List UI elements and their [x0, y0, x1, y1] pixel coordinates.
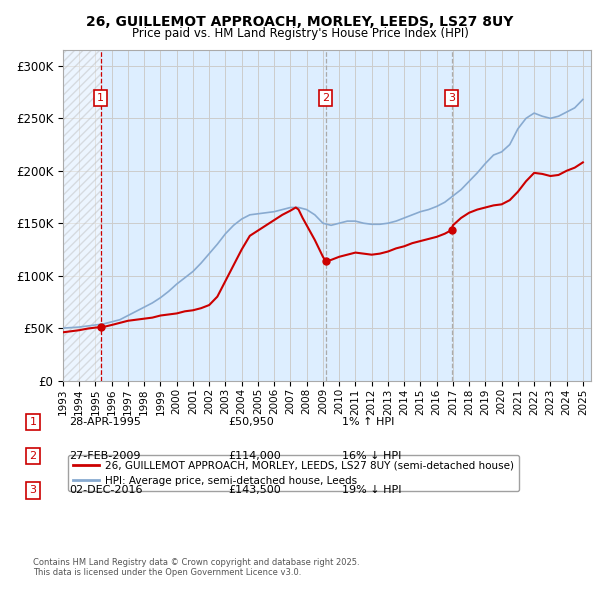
Text: 3: 3	[448, 93, 455, 103]
Legend: 26, GUILLEMOT APPROACH, MORLEY, LEEDS, LS27 8UY (semi-detached house), HPI: Aver: 26, GUILLEMOT APPROACH, MORLEY, LEEDS, L…	[68, 455, 519, 491]
Text: 2: 2	[29, 451, 37, 461]
Line: HPI: Average price, semi-detached house, Leeds: HPI: Average price, semi-detached house,…	[63, 100, 583, 328]
26, GUILLEMOT APPROACH, MORLEY, LEEDS, LS27 8UY (semi-detached house)	[59, 329, 67, 336]
Text: Contains HM Land Registry data © Crown copyright and database right 2025.
This d: Contains HM Land Registry data © Crown c…	[33, 558, 359, 577]
Text: £50,950: £50,950	[228, 417, 274, 427]
Text: 3: 3	[29, 486, 37, 495]
HPI: Average price, semi-detached house, Leeds: (2.01e+03, 1.63e+05): Average price, semi-detached house, Leed…	[279, 206, 286, 213]
Text: 1: 1	[29, 417, 37, 427]
26, GUILLEMOT APPROACH, MORLEY, LEEDS, LS27 8UY (semi-detached house)	[197, 304, 205, 312]
26, GUILLEMOT APPROACH, MORLEY, LEEDS, LS27 8UY (semi-detached house)	[490, 202, 497, 209]
Text: 27-FEB-2009: 27-FEB-2009	[69, 451, 140, 461]
HPI: Average price, semi-detached house, Leeds: (2.02e+03, 2.68e+05): Average price, semi-detached house, Leed…	[579, 96, 586, 103]
26, GUILLEMOT APPROACH, MORLEY, LEEDS, LS27 8UY (semi-detached house)	[335, 253, 343, 260]
Text: 19% ↓ HPI: 19% ↓ HPI	[342, 486, 401, 495]
Text: 02-DEC-2016: 02-DEC-2016	[69, 486, 143, 495]
26, GUILLEMOT APPROACH, MORLEY, LEEDS, LS27 8UY (semi-detached house)	[222, 277, 229, 284]
HPI: Average price, semi-detached house, Leeds: (2e+03, 9.8e+04): Average price, semi-detached house, Leed…	[181, 274, 188, 281]
Text: 28-APR-1995: 28-APR-1995	[69, 417, 141, 427]
HPI: Average price, semi-detached house, Leeds: (2.02e+03, 2.25e+05): Average price, semi-detached house, Leed…	[506, 141, 514, 148]
HPI: Average price, semi-detached house, Leeds: (2.02e+03, 2.56e+05): Average price, semi-detached house, Leed…	[563, 109, 570, 116]
HPI: Average price, semi-detached house, Leeds: (2e+03, 1.3e+05): Average price, semi-detached house, Leed…	[214, 241, 221, 248]
Text: £143,500: £143,500	[228, 486, 281, 495]
Text: Price paid vs. HM Land Registry's House Price Index (HPI): Price paid vs. HM Land Registry's House …	[131, 27, 469, 40]
Text: 1: 1	[97, 93, 104, 103]
Text: 26, GUILLEMOT APPROACH, MORLEY, LEEDS, LS27 8UY: 26, GUILLEMOT APPROACH, MORLEY, LEEDS, L…	[86, 15, 514, 29]
Text: 1% ↑ HPI: 1% ↑ HPI	[342, 417, 394, 427]
HPI: Average price, semi-detached house, Leeds: (1.99e+03, 5e+04): Average price, semi-detached house, Leed…	[59, 324, 67, 332]
Text: 16% ↓ HPI: 16% ↓ HPI	[342, 451, 401, 461]
26, GUILLEMOT APPROACH, MORLEY, LEEDS, LS27 8UY (semi-detached house)	[498, 201, 505, 208]
HPI: Average price, semi-detached house, Leeds: (2.01e+03, 1.48e+05): Average price, semi-detached house, Leed…	[328, 222, 335, 229]
Text: £114,000: £114,000	[228, 451, 281, 461]
Bar	[63, 50, 101, 381]
26, GUILLEMOT APPROACH, MORLEY, LEEDS, LS27 8UY (semi-detached house)	[181, 308, 188, 315]
Line: 26, GUILLEMOT APPROACH, MORLEY, LEEDS, LS27 8UY (semi-detached house): 26, GUILLEMOT APPROACH, MORLEY, LEEDS, L…	[63, 162, 583, 332]
Text: 2: 2	[322, 93, 329, 103]
26, GUILLEMOT APPROACH, MORLEY, LEEDS, LS27 8UY (semi-detached house)	[579, 159, 586, 166]
